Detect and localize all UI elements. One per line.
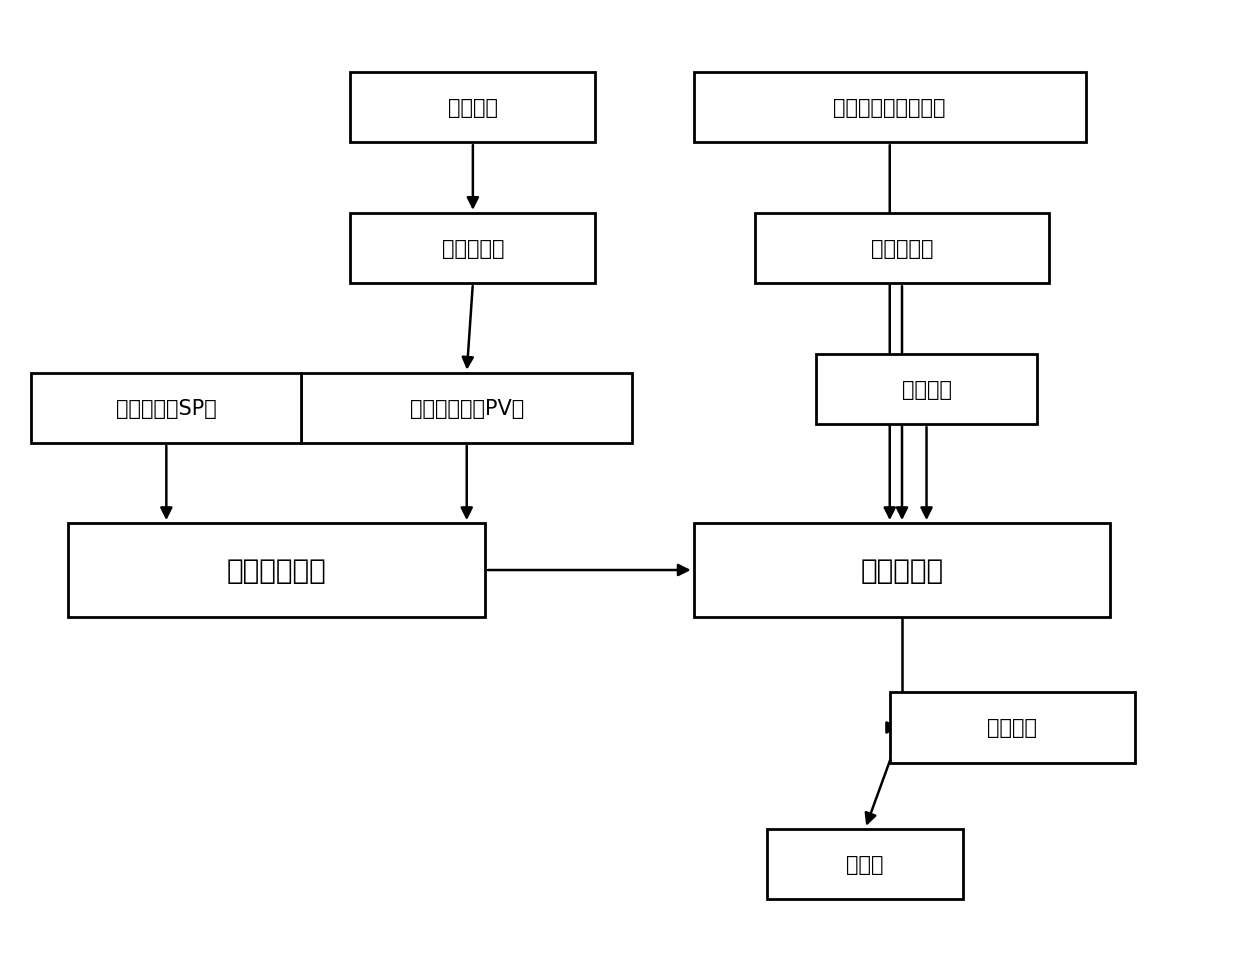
Bar <box>755 213 1049 284</box>
Bar <box>890 693 1135 763</box>
Bar <box>693 523 1111 618</box>
Text: 输入设定（SP）: 输入设定（SP） <box>117 398 217 418</box>
Text: 温度有效值: 温度有效值 <box>441 239 505 259</box>
Bar <box>301 374 632 444</box>
Text: 冷却水参数: 冷却水参数 <box>870 239 934 259</box>
Bar <box>350 213 595 284</box>
Bar <box>816 355 1037 425</box>
Text: 轧机参数: 轧机参数 <box>901 379 951 399</box>
Bar <box>31 374 301 444</box>
Text: 温度控制模块: 温度控制模块 <box>227 557 326 584</box>
Bar <box>350 72 595 143</box>
Text: 冷却器的位置和个数: 冷却器的位置和个数 <box>833 98 946 118</box>
Bar <box>68 523 485 618</box>
Text: 调节阀: 调节阀 <box>847 854 884 874</box>
Bar <box>768 829 963 899</box>
Text: 流量控制器: 流量控制器 <box>861 557 944 584</box>
Text: 限幅控制: 限幅控制 <box>987 718 1038 738</box>
Text: 温度检测: 温度检测 <box>448 98 498 118</box>
Text: 温度偏高值（PV）: 温度偏高值（PV） <box>409 398 523 418</box>
Bar <box>693 72 1086 143</box>
